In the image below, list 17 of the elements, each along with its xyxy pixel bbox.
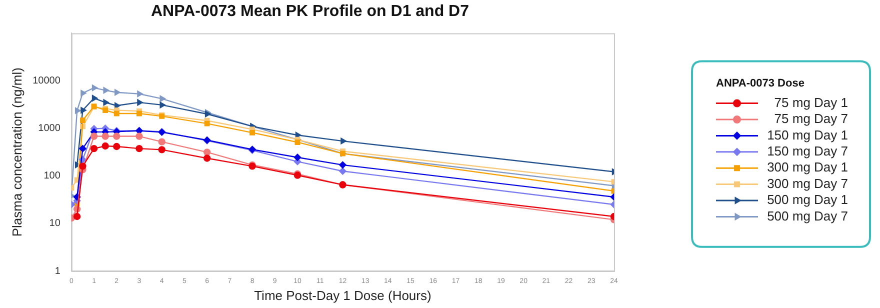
- legend-label: 150 mg Day 1: [767, 127, 848, 142]
- y-tick-label: 100: [44, 170, 61, 182]
- legend-title: ANPA-0073 Dose: [716, 77, 804, 90]
- legend-label: 75 mg Day 1: [774, 94, 848, 110]
- legend-label: 150 mg Day 7: [767, 143, 848, 158]
- legend-label: 300 mg Day 7: [767, 176, 848, 191]
- y-tick-label: 1: [54, 266, 61, 277]
- legend-label: 500 mg Day 1: [767, 192, 848, 208]
- y-tick-label: 1000: [38, 123, 61, 134]
- legend-label: 300 mg Day 1: [767, 160, 848, 175]
- y-tick-label: 10: [49, 218, 61, 230]
- y-tick-label: 10000: [32, 76, 61, 87]
- chart-title: ANPA-0073 Mean PK Profile on D1 and D7: [151, 3, 470, 20]
- y-axis-title: Plasma concentration (ng/ml): [9, 68, 24, 237]
- legend-label: 500 mg Day 7: [767, 208, 848, 224]
- legend-label: 75 mg Day 7: [774, 111, 848, 126]
- x-axis-title: Time Post-Day 1 Dose (Hours): [254, 288, 432, 303]
